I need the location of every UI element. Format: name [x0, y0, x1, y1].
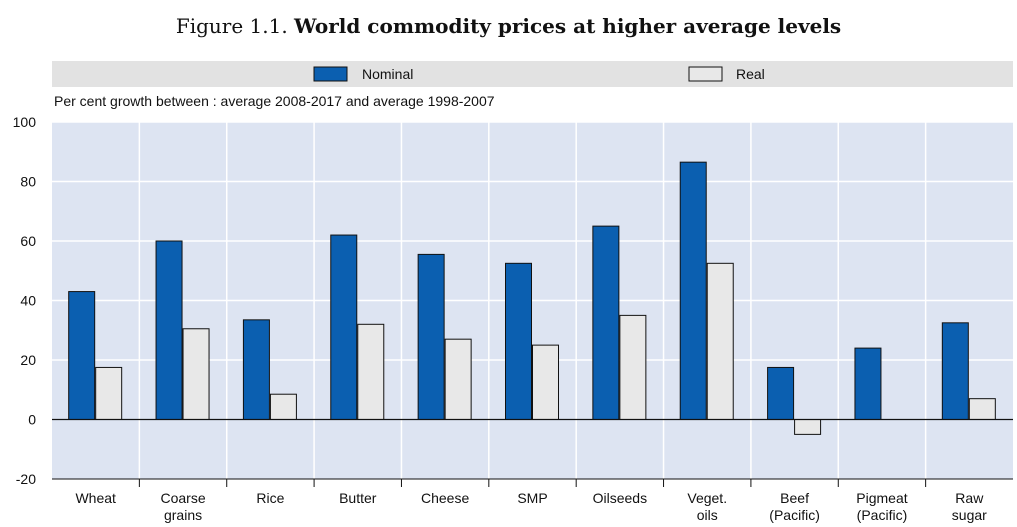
bar-nominal: [330, 234, 358, 420]
figure-title-text: World commodity prices at higher average…: [294, 14, 842, 38]
bar-nominal: [767, 366, 795, 420]
bar-nominal: [505, 262, 532, 420]
bar-nominal: [854, 347, 882, 421]
x-category-label: Oilseeds: [593, 490, 647, 506]
legend-label-nominal: Nominal: [362, 66, 413, 82]
bar-real: [706, 262, 734, 420]
x-category-label: Pigmeat (Pacific): [856, 490, 907, 523]
legend-swatch-nominal: [313, 66, 348, 82]
y-tick-label: 60: [20, 233, 36, 249]
legend: Nominal Real: [313, 66, 765, 82]
y-tick-label: 80: [20, 174, 36, 190]
y-tick-label: 40: [20, 293, 36, 309]
bars: [52, 161, 1013, 435]
legend-label-real: Real: [736, 66, 765, 82]
x-category-label: Wheat: [75, 490, 116, 506]
bar-nominal: [592, 225, 620, 420]
y-tick-label: 20: [20, 352, 36, 368]
bar-real: [444, 338, 472, 420]
y-tick-label: 0: [28, 412, 36, 428]
bar-real: [182, 328, 210, 421]
figure-number: Figure 1.1.: [175, 14, 288, 38]
bar-nominal: [679, 161, 707, 420]
y-axis: -20 0 20 40 60 80 100: [13, 114, 37, 487]
x-category-label: Coarse grains: [160, 490, 205, 523]
bar-nominal: [155, 240, 183, 420]
chart-subtitle: Per cent growth between : average 2008-2…: [54, 93, 495, 109]
bar-nominal: [941, 322, 969, 420]
bar-real: [968, 398, 996, 420]
bar-nominal: [68, 291, 96, 421]
bar-real: [532, 344, 559, 420]
bar-real: [357, 323, 385, 420]
x-category-label: Cheese: [421, 490, 469, 506]
figure-title: Figure 1.1. World commodity prices at hi…: [0, 14, 1017, 38]
legend-band: [52, 61, 1013, 87]
x-axis: Wheat Coarse grains Rice Butter Cheese SMP Oils…: [52, 478, 1013, 523]
bar-real: [269, 393, 297, 420]
x-category-label: Veget. oils: [687, 490, 727, 523]
x-category-label: Beef (Pacific): [769, 490, 820, 523]
bar-nominal: [242, 319, 270, 420]
x-category-label: Raw sugar: [952, 490, 987, 523]
x-category-label: Rice: [256, 490, 284, 506]
legend-swatch-real: [688, 66, 723, 82]
x-category-label: Butter: [339, 490, 377, 506]
y-tick-label: 100: [13, 114, 37, 130]
x-category-label: SMP: [517, 490, 547, 506]
bar-real: [95, 366, 123, 420]
bar-real: [794, 419, 822, 435]
bar-real: [619, 314, 647, 420]
y-tick-label: -20: [16, 471, 36, 487]
bar-nominal: [417, 253, 445, 420]
